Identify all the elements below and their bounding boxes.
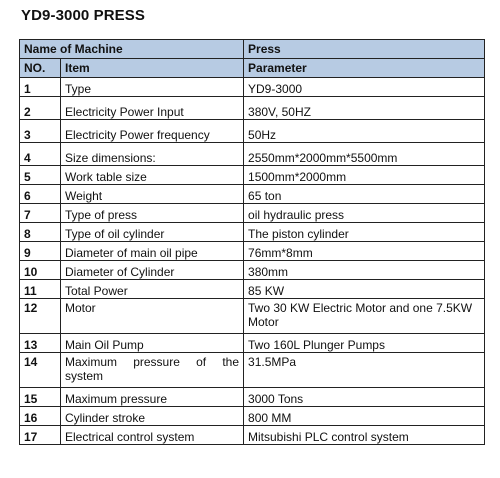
row-number: 3: [19, 119, 61, 143]
table-row: 2 Electricity Power Input 380V, 50HZ: [19, 96, 486, 120]
row-item: Diameter of main oil pipe: [59, 241, 245, 261]
row-number: 12: [19, 298, 61, 334]
row-number: 6: [19, 184, 61, 204]
row-item: Motor: [59, 298, 245, 334]
row-parameter: 2550mm*2000mm*5500mm: [243, 142, 486, 166]
row-number: 1: [19, 77, 61, 97]
row-parameter: YD9-3000: [243, 77, 486, 97]
header-row-machine: Name of Machine Press: [18, 39, 486, 59]
header-no: NO.: [19, 58, 61, 78]
table-row: 17 Electrical control system Mitsubishi …: [19, 425, 486, 445]
row-parameter: Two 30 KW Electric Motor and one 7.5KW M…: [243, 298, 486, 334]
table-row: 10 Diameter of Cylinder 380mm: [19, 260, 486, 280]
row-item: Size dimensions:: [59, 142, 245, 166]
header-item: Item: [59, 58, 245, 78]
row-number: 5: [19, 165, 61, 185]
row-number: 9: [19, 241, 61, 261]
row-item: Maximum pressure: [59, 387, 245, 407]
row-number: 11: [19, 279, 61, 299]
row-number: 17: [19, 425, 61, 445]
row-number: 2: [19, 96, 61, 120]
row-parameter: 1500mm*2000mm: [243, 165, 486, 185]
row-item: Cylinder stroke: [59, 406, 245, 426]
table-row: 16 Cylinder stroke 800 MM: [19, 406, 486, 426]
row-item: Total Power: [59, 279, 245, 299]
row-item: Maximum pressure of the system: [59, 352, 245, 388]
table-row: 13 Main Oil Pump Two 160L Plunger Pumps: [19, 333, 486, 353]
table-row: 9 Diameter of main oil pipe 76mm*8mm: [19, 241, 486, 261]
row-item: Diameter of Cylinder: [59, 260, 245, 280]
row-parameter: 76mm*8mm: [243, 241, 486, 261]
row-number: 13: [19, 333, 61, 353]
table-row: 8 Type of oil cylinder The piston cylind…: [19, 222, 486, 242]
row-number: 14: [19, 352, 61, 388]
header-parameter: Parameter: [243, 58, 486, 78]
row-number: 8: [19, 222, 61, 242]
table-row: 4 Size dimensions: 2550mm*2000mm*5500mm: [19, 142, 486, 166]
table-row: 6 Weight 65 ton: [19, 184, 486, 204]
row-item: Weight: [59, 184, 245, 204]
row-parameter: 31.5MPa: [243, 352, 486, 388]
table-row: 15 Maximum pressure 3000 Tons: [19, 387, 486, 407]
table-row: 7 Type of press oil hydraulic press: [19, 203, 486, 223]
row-item: Electricity Power frequency: [59, 119, 245, 143]
page-title: YD9-3000 PRESS: [21, 7, 145, 24]
header-press: Press: [243, 39, 486, 59]
header-row-columns: NO. Item Parameter: [19, 58, 486, 78]
table-row: 11 Total Power 85 KW: [19, 279, 486, 299]
row-number: 7: [19, 203, 61, 223]
table-row: 12 Motor Two 30 KW Electric Motor and on…: [19, 298, 486, 334]
row-parameter: oil hydraulic press: [243, 203, 486, 223]
row-item: Electricity Power Input: [59, 96, 245, 120]
row-number: 16: [19, 406, 61, 426]
row-parameter: 65 ton: [243, 184, 486, 204]
table-row: 1 Type YD9-3000: [19, 77, 486, 97]
row-parameter: The piston cylinder: [243, 222, 486, 242]
row-parameter: 3000 Tons: [243, 387, 486, 407]
row-number: 4: [19, 142, 61, 166]
row-item: Type: [59, 77, 245, 97]
row-item: Type of press: [59, 203, 245, 223]
row-item: Work table size: [59, 165, 245, 185]
row-number: 15: [19, 387, 61, 407]
row-item: Electrical control system: [59, 425, 245, 445]
row-parameter: Mitsubishi PLC control system: [243, 425, 486, 445]
spec-table: Name of Machine Press NO. Item Parameter…: [18, 39, 486, 445]
table-row: 5 Work table size 1500mm*2000mm: [19, 165, 486, 185]
row-parameter: Two 160L Plunger Pumps: [243, 333, 486, 353]
row-parameter: 800 MM: [243, 406, 486, 426]
header-name-of-machine: Name of Machine: [18, 39, 245, 59]
row-parameter: 380V, 50HZ: [243, 96, 486, 120]
row-parameter: 85 KW: [243, 279, 486, 299]
row-parameter: 50Hz: [243, 119, 486, 143]
row-number: 10: [19, 260, 61, 280]
row-item: Main Oil Pump: [59, 333, 245, 353]
row-parameter: 380mm: [243, 260, 486, 280]
table-row: 14 Maximum pressure of the system 31.5MP…: [19, 352, 486, 388]
table-row: 3 Electricity Power frequency 50Hz: [19, 119, 486, 143]
row-item: Type of oil cylinder: [59, 222, 245, 242]
